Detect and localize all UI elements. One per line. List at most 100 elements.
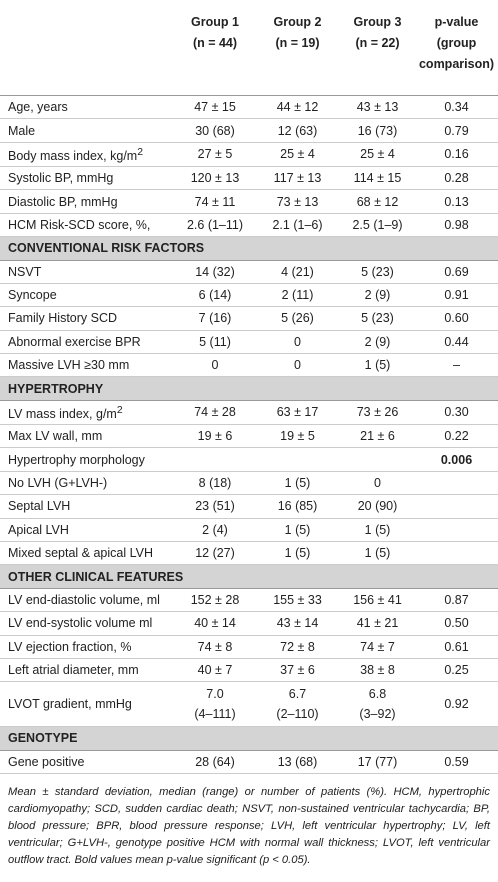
header-cell: p-value (group comparison) xyxy=(415,0,498,96)
row-label: Age, years xyxy=(0,95,175,120)
section-label: CONVENTIONAL RISK FACTORS xyxy=(0,236,498,261)
value-cell: 2 (4) xyxy=(175,518,255,542)
value-cell: 30 (68) xyxy=(175,118,255,143)
row-label: Systolic BP, mmHg xyxy=(0,166,175,191)
value-cell: 47 ± 15 xyxy=(175,95,255,120)
value-cell: 120 ± 13 xyxy=(175,166,255,191)
section-label: HYPERTROPHY xyxy=(0,376,498,401)
section-row: CONVENTIONAL RISK FACTORS xyxy=(0,236,498,261)
header-line: p-value xyxy=(434,15,479,29)
row-label: NSVT xyxy=(0,260,175,284)
value-cell: 7 (16) xyxy=(175,306,255,331)
table-row: Diastolic BP, mmHg 74 ± 11 73 ± 13 68 ± 12 0… xyxy=(0,189,498,214)
value-cell: 27 ± 5 xyxy=(175,142,255,167)
table-row: Syncope 6 (14) 2 (11) 2 (9) 0.91 xyxy=(0,283,498,308)
value-cell: 0 xyxy=(255,330,340,355)
value-cell: 2 (11) xyxy=(255,283,340,308)
value-cell: 114 ± 15 xyxy=(340,166,415,191)
header-line: Group 3 xyxy=(353,15,402,29)
header-line: (n = 44) xyxy=(192,36,238,50)
row-label: Body mass index, kg/m2 xyxy=(0,142,175,167)
header-line: comparison) xyxy=(418,57,494,71)
row-label: LV end-systolic volume ml xyxy=(0,611,175,636)
row-label: Family History SCD xyxy=(0,306,175,331)
row-label: LV ejection fraction, % xyxy=(0,635,175,659)
value-cell: 63 ± 17 xyxy=(255,400,340,426)
value-cell: 19 ± 5 xyxy=(255,424,340,449)
value-cell: 0.79 xyxy=(415,118,498,143)
value-cell: 2.5 (1–9) xyxy=(340,213,415,238)
value-cell: 16 (73) xyxy=(340,118,415,143)
value-cell: 0 xyxy=(175,353,255,378)
value-cell: 44 ± 12 xyxy=(255,95,340,120)
value-line: 6.7 xyxy=(288,687,307,702)
label-text: LV ejection fraction, % xyxy=(8,639,132,654)
table-row: Abnormal exercise BPR 5 (11) 0 2 (9) 0.44 xyxy=(0,330,498,355)
label-text: Body mass index, kg/m xyxy=(8,148,138,163)
value-cell: 4 (21) xyxy=(255,260,340,284)
value-cell: 0.34 xyxy=(415,95,498,120)
value-cell: 7.0 (4–111) xyxy=(175,681,255,728)
table-row: LVOT gradient, mmHg 7.0 (4–111) 6.7 (2–110) 6… xyxy=(0,681,498,728)
value-cell: 0.22 xyxy=(415,424,498,449)
row-label: Gene positive xyxy=(0,750,175,775)
header-line: Group 2 xyxy=(273,15,322,29)
row-label: Mixed septal & apical LVH xyxy=(0,541,175,566)
value-cell: 12 (63) xyxy=(255,118,340,143)
value-cell xyxy=(175,447,255,472)
value-cell xyxy=(415,494,498,519)
value-cell: 41 ± 21 xyxy=(340,611,415,636)
label-text: Septal LVH xyxy=(8,499,71,514)
value-cell: 5 (26) xyxy=(255,306,340,331)
value-cell: 155 ± 33 xyxy=(255,588,340,613)
value-cell: 0.91 xyxy=(415,283,498,308)
table-row: Gene positive 28 (64) 13 (68) 17 (77) 0.59 xyxy=(0,750,498,775)
value-line: (3–92) xyxy=(359,707,396,722)
table-row: LV end-diastolic volume, ml 152 ± 28 155 ±… xyxy=(0,588,498,613)
row-label: Male xyxy=(0,118,175,143)
row-label: Left atrial diameter, mm xyxy=(0,658,175,683)
value-cell: 0 xyxy=(340,471,415,496)
header-cell: Group 3 (n = 22) xyxy=(340,0,415,96)
label-text: Male xyxy=(8,123,36,138)
value-cell: 74 ± 7 xyxy=(340,635,415,659)
value-cell: 1 (5) xyxy=(340,541,415,566)
value-cell: 0.87 xyxy=(415,588,498,613)
row-label: Septal LVH xyxy=(0,494,175,519)
value-cell: 19 ± 6 xyxy=(175,424,255,449)
value-cell: 0.60 xyxy=(415,306,498,331)
value-cell: 17 (77) xyxy=(340,750,415,775)
table-row: Male 30 (68) 12 (63) 16 (73) 0.79 xyxy=(0,118,498,143)
label-text: LV end-diastolic volume, ml xyxy=(8,592,160,607)
value-cell: 68 ± 12 xyxy=(340,189,415,214)
value-cell: 0.28 xyxy=(415,166,498,191)
label-text: Massive LVH ≥30 mm xyxy=(8,358,130,373)
table-row: LV ejection fraction, % 74 ± 8 72 ± 8 74 ± … xyxy=(0,635,498,659)
label-text: Diastolic BP, mmHg xyxy=(8,194,118,209)
label-sup: 2 xyxy=(116,404,123,416)
value-cell: 40 ± 14 xyxy=(175,611,255,636)
section-row: OTHER CLINICAL FEATURES xyxy=(0,564,498,589)
value-cell: 25 ± 4 xyxy=(340,142,415,167)
value-cell: 73 ± 13 xyxy=(255,189,340,214)
row-label: No LVH (G+LVH-) xyxy=(0,471,175,496)
header-cell: Group 2 (n = 19) xyxy=(255,0,340,96)
value-cell xyxy=(415,541,498,566)
value-cell: 0.16 xyxy=(415,142,498,167)
table-row: HCM Risk-SCD score, %, 2.6 (1–11) 2.1 (1–6… xyxy=(0,213,498,238)
table-row: Max LV wall, mm 19 ± 6 19 ± 5 21 ± 6 0.22 xyxy=(0,424,498,449)
value-cell: 21 ± 6 xyxy=(340,424,415,449)
value-line: (4–111) xyxy=(194,707,236,722)
table-row: Family History SCD 7 (16) 5 (26) 5 (23) 0.60 xyxy=(0,306,498,331)
value-cell: 5 (11) xyxy=(175,330,255,355)
value-cell: 1 (5) xyxy=(255,471,340,496)
row-label: LV end-diastolic volume, ml xyxy=(0,588,175,613)
value-cell: 74 ± 11 xyxy=(175,189,255,214)
value-cell: 0.69 xyxy=(415,260,498,284)
table-body: Age, years 47 ± 15 44 ± 12 43 ± 13 0.34 Male 3… xyxy=(0,95,498,775)
value-cell: 1 (5) xyxy=(340,518,415,542)
value-cell: 0.50 xyxy=(415,611,498,636)
table-row: Mixed septal & apical LVH 12 (27) 1 (5) 1 (… xyxy=(0,541,498,566)
value-cell: 0.92 xyxy=(415,681,498,728)
label-text: HCM Risk-SCD score, %, xyxy=(8,217,151,232)
